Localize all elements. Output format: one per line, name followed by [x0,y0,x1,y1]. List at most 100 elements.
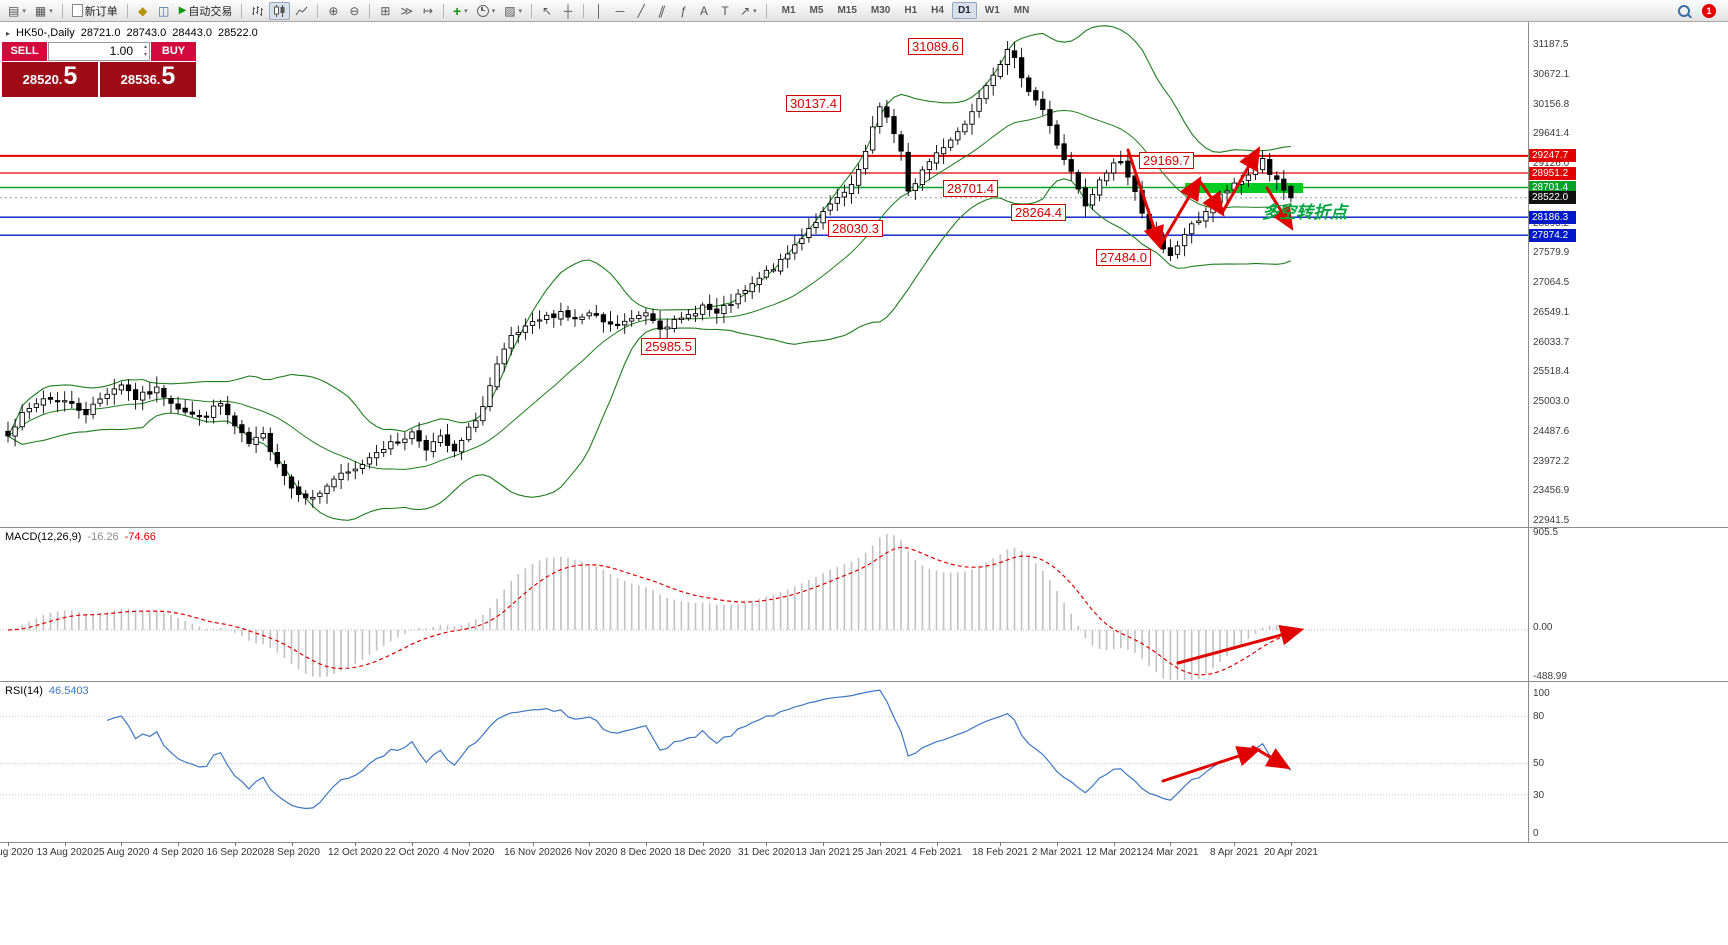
macd-pane[interactable] [0,528,1528,681]
chart-profiles-button[interactable]: ▦ ▾ [31,2,57,20]
toolbar-separator [765,3,767,18]
volume-input[interactable]: 1.00 ▴ ▾ [48,42,150,61]
timeframe-d1-button[interactable]: D1 [951,2,977,19]
periods-button[interactable]: ▾ [473,2,500,20]
volume-value: 1.00 [109,44,133,58]
line-chart-button[interactable] [291,2,312,20]
price-level-tag: 28951.2 [1529,166,1576,180]
macd-name: MACD(12,26,9) [5,531,82,543]
price-annotation-box[interactable]: 29169.7 [1139,152,1194,169]
macd-indicator-label: MACD(12,26,9) -16.26 -74.66 [5,531,156,543]
toolbar-separator [531,3,533,18]
zoom-out-button[interactable]: ⊖ [344,2,364,20]
time-axis-label: 16 Sep 2020 [206,847,264,858]
price-axis-tick: 23456.9 [1533,485,1570,497]
price-axis-tick: 26549.1 [1533,306,1570,318]
new-order-button[interactable]: 新订单 [68,2,122,20]
chart-ohlc-header: ▸ HK50-,Daily 28721.0 28743.0 28443.0 28… [6,27,258,39]
search-button[interactable] [1674,2,1694,20]
horizontal-line-button[interactable]: ─ [610,2,630,20]
time-axis[interactable] [0,842,1728,865]
sell-price-button[interactable]: 28520. 5 [2,62,98,97]
buy-price-main: 28536. [120,72,161,87]
rsi-pane[interactable] [0,682,1528,842]
rsi-scale-tick: 30 [1533,790,1545,801]
buy-button[interactable]: BUY [151,42,196,61]
pane-separator[interactable] [0,527,1728,528]
time-axis-tick [1234,842,1236,846]
timeframe-m5-button[interactable]: M5 [804,2,830,19]
price-annotation-box[interactable]: 28264.4 [1011,204,1066,221]
price-annotation-box[interactable]: 31089.6 [908,38,963,55]
new-chart-icon: ▤ [8,3,20,18]
timeframe-group: M1 M5 M15 M30 H1 H4 D1 W1 MN [776,2,1036,19]
chart-shift-button[interactable]: ↦ [418,2,438,20]
add-indicator-icon: + [452,2,462,19]
label-tool-icon: T [721,3,729,18]
toolbar-separator [369,3,371,18]
time-axis-label: 25 Aug 2020 [93,847,150,858]
price-annotation-box[interactable]: 25985.5 [641,338,696,355]
chart-low: 28443.0 [172,27,212,39]
autotrading-label: 自动交易 [188,5,233,18]
trendline-button[interactable]: ╱ [631,2,651,20]
time-axis-tick [234,842,236,846]
bar-chart-button[interactable] [247,2,268,20]
chevron-down-icon: ▾ [491,7,496,15]
chevron-down-icon: ▾ [464,7,468,15]
fibonacci-button[interactable]: ƒ [673,2,693,20]
spinner-down-icon[interactable]: ▾ [143,52,147,58]
time-axis-label: 18 Dec 2020 [674,847,731,858]
autotrading-button[interactable]: ▶ 自动交易 [175,2,237,20]
buy-price-button[interactable]: 28536. 5 [100,62,196,97]
notification-badge[interactable]: 1 [1702,3,1716,18]
chart-shift-icon: ↦ [422,3,434,18]
candlestick-chart-button[interactable] [269,1,291,20]
text-button[interactable]: A [694,2,714,20]
rsi-scale-tick: 100 [1533,688,1550,699]
label-button[interactable]: T [715,2,735,20]
timeframe-m1-button[interactable]: M1 [776,2,802,19]
price-chart-pane[interactable] [0,22,1528,527]
rsi-indicator-label: RSI(14) 46.5403 [5,685,89,697]
timeframe-h1-button[interactable]: H1 [898,2,923,19]
time-axis-label: 24 Mar 2021 [1142,847,1199,858]
timeframe-mn-button[interactable]: MN [1008,2,1036,19]
vertical-line-button[interactable]: │ [589,2,609,20]
pane-separator[interactable] [0,681,1728,682]
zoom-in-button[interactable]: ⊕ [323,2,343,20]
price-annotation-box[interactable]: 30137.4 [786,95,841,112]
new-chart-button[interactable]: ▤ ▾ [4,2,30,20]
time-axis-label: 4 Sep 2020 [152,847,204,858]
macd-signal-value: -74.66 [124,531,156,543]
auto-scroll-button[interactable]: ≫ [396,2,417,20]
trend-note-text[interactable]: 多空转折点 [1262,203,1347,222]
candlestick-chart-icon [274,4,285,17]
timeframe-w1-button[interactable]: W1 [979,2,1006,19]
crosshair-button[interactable]: ┼ [558,2,578,20]
auto-scroll-icon: ≫ [400,3,413,18]
timeframe-h4-button[interactable]: H4 [925,2,950,19]
sell-button[interactable]: SELL [2,42,47,61]
metaeditor-button[interactable]: ◆ [133,2,153,20]
price-annotation-box[interactable]: 28030.3 [828,220,883,237]
timeframe-m30-button[interactable]: M30 [865,2,896,19]
options-button[interactable]: ◫ [154,2,174,20]
timeframe-m15-button[interactable]: M15 [831,2,862,19]
cursor-button[interactable]: ↖ [537,2,557,20]
tile-windows-button[interactable]: ⊞ [375,2,395,20]
indicators-button[interactable]: + ▾ [449,2,472,20]
arrows-tool-button[interactable]: ↗ ▾ [736,2,761,20]
price-annotation-box[interactable]: 27484.0 [1096,249,1151,266]
clock-icon [476,4,489,17]
time-axis-tick [291,842,293,846]
spinner-up-icon[interactable]: ▴ [143,44,147,50]
toolbar-separator [583,3,585,18]
price-axis-tick: 29126.0 [1533,158,1570,169]
macd-scale-tick: -488.99 [1533,671,1567,682]
price-annotation-box[interactable]: 28701.4 [943,180,998,197]
channel-button[interactable]: ∥ [652,2,672,20]
templates-button[interactable]: ▨ ▾ [500,2,526,20]
volume-spinner[interactable]: ▴ ▾ [144,43,147,59]
chevron-down-icon: ▾ [22,7,26,15]
